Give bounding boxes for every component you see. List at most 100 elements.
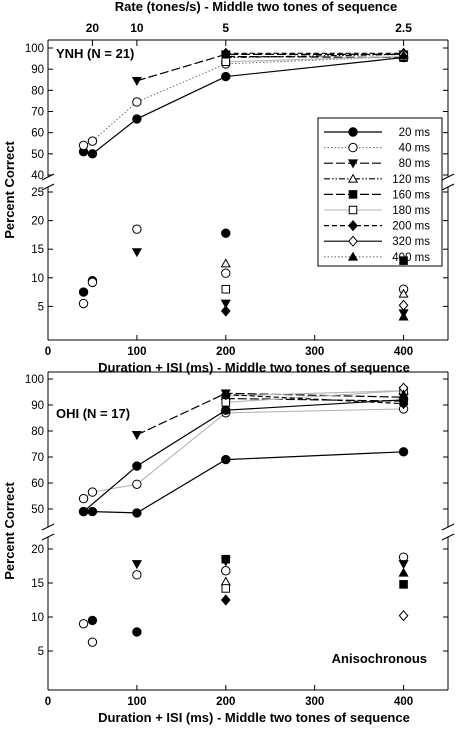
- series-line: [225, 390, 404, 403]
- data-point: [221, 268, 231, 278]
- static-axes: Rate (tones/s) - Middle two tones of seq…: [2, 0, 455, 725]
- data-point: [398, 50, 409, 60]
- x-tick-label: 100: [127, 696, 146, 708]
- series-line: [225, 390, 404, 397]
- data-point: [220, 576, 231, 586]
- y-tick-label: 15: [31, 244, 44, 256]
- legend-marker: [347, 173, 359, 183]
- y-tick-label: 10: [31, 273, 44, 285]
- legend-label: 40 ms: [399, 143, 431, 155]
- data-point: [132, 479, 142, 489]
- panel-ohi: [78, 382, 409, 647]
- data-point: [87, 506, 98, 517]
- data-point: [87, 487, 98, 497]
- y-tick-label: 40: [31, 170, 44, 182]
- legend-marker: [348, 220, 358, 232]
- legend-marker: [348, 190, 358, 199]
- data-point: [220, 305, 231, 317]
- x-tick-label: 400: [394, 696, 413, 708]
- data-point: [398, 288, 409, 298]
- data-point: [221, 284, 231, 294]
- legend-marker: [347, 159, 359, 169]
- data-point: [398, 567, 409, 577]
- y-tick-label: 100: [25, 374, 44, 386]
- panel-label: YNH (N = 21): [56, 46, 134, 61]
- data-point: [132, 224, 142, 234]
- annotation: Anisochronous: [332, 651, 427, 666]
- legend-label: 180 ms: [392, 205, 430, 217]
- y-tick-label: 60: [31, 128, 44, 140]
- data-point: [220, 47, 231, 59]
- legend-label: 120 ms: [392, 174, 430, 186]
- y-tick-label: 60: [31, 478, 44, 490]
- y-axis-label: Percent Correct: [2, 482, 17, 580]
- data-point: [131, 76, 142, 87]
- legend-label: 160 ms: [392, 189, 430, 201]
- legend-label: 80 ms: [399, 158, 431, 170]
- top-tick-label: 10: [130, 21, 144, 35]
- series-line: [83, 399, 404, 513]
- data-point: [132, 508, 142, 518]
- y-tick-label: 50: [31, 149, 44, 161]
- data-point: [221, 454, 231, 465]
- data-point: [399, 256, 408, 265]
- top-tick-label: 20: [86, 21, 100, 35]
- panel-label: OHI (N = 17): [56, 406, 130, 421]
- x-tick-label: 300: [305, 696, 324, 708]
- data-point: [78, 298, 89, 309]
- x-tick-label: 0: [45, 696, 51, 708]
- data-point: [398, 299, 409, 311]
- legend-marker: [348, 127, 358, 137]
- axis-break-mark: [441, 183, 455, 191]
- data-point: [131, 248, 142, 258]
- axis-break-mark: [41, 523, 55, 531]
- x-tick-label: 200: [216, 696, 235, 708]
- data-point: [220, 258, 231, 268]
- data-point: [78, 619, 89, 629]
- x-tick-label: 200: [216, 346, 235, 358]
- axis-break-mark: [441, 523, 455, 531]
- axis-break-mark: [441, 533, 455, 541]
- axis-break-mark: [441, 173, 455, 181]
- y-tick-label: 100: [25, 43, 44, 55]
- series-line: [225, 394, 404, 405]
- data-point: [87, 149, 98, 159]
- data-point: [220, 594, 231, 606]
- legend-label: 20 ms: [399, 127, 431, 139]
- data-point: [398, 447, 409, 457]
- data-point: [132, 570, 142, 580]
- data-point: [398, 560, 409, 570]
- legend-marker: [348, 205, 358, 215]
- data-point: [221, 57, 231, 67]
- y-tick-label: 90: [31, 64, 44, 76]
- series-line: [83, 451, 404, 514]
- top-tick-label: 5: [222, 21, 229, 35]
- y-tick-label: 10: [31, 612, 44, 624]
- data-point: [87, 637, 98, 647]
- chart-marks: [78, 47, 409, 647]
- legend-marker: [347, 251, 359, 261]
- x-tick-label: 100: [127, 346, 146, 358]
- legend-label: 320 ms: [392, 236, 430, 248]
- data-point: [78, 287, 89, 297]
- data-point: [221, 566, 231, 576]
- data-point: [78, 493, 89, 504]
- y-tick-label: 80: [31, 426, 44, 438]
- data-point: [221, 584, 231, 593]
- data-point: [132, 97, 142, 107]
- series-line: [225, 55, 404, 63]
- data-point: [87, 277, 98, 288]
- y-tick-label: 20: [31, 216, 44, 228]
- axis-break-mark: [41, 533, 55, 541]
- x-tick-label: 300: [305, 346, 324, 358]
- data-point: [131, 560, 142, 570]
- data-point: [221, 405, 231, 415]
- data-point: [220, 389, 231, 401]
- x-tick-label: 0: [45, 346, 51, 358]
- data-point: [132, 627, 142, 637]
- y-tick-label: 5: [38, 301, 44, 313]
- y-tick-label: 20: [31, 544, 44, 556]
- data-point: [132, 114, 142, 124]
- data-point: [87, 615, 98, 626]
